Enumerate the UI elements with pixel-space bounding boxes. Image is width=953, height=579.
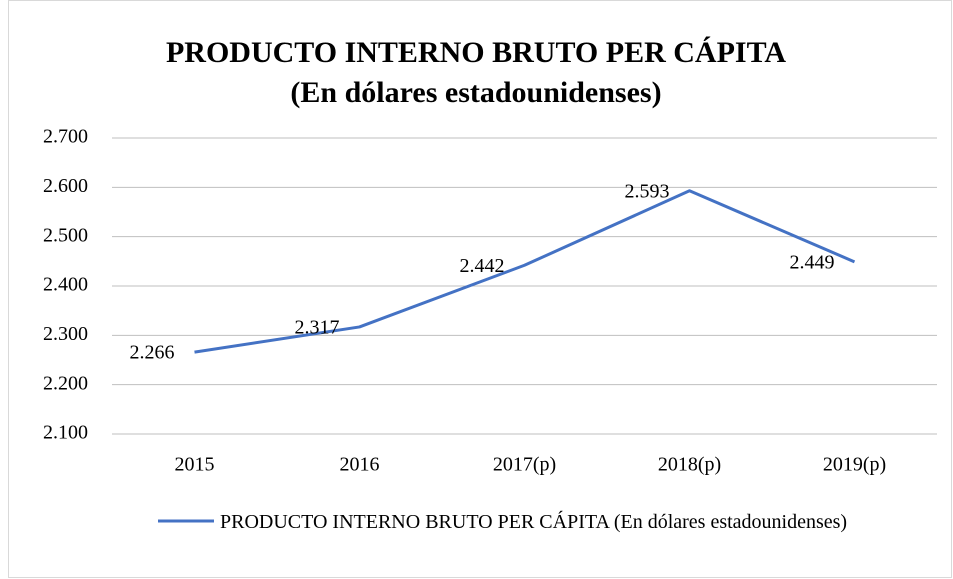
data-label: 2.449 [790,251,835,273]
y-tick-label: 2.400 [43,274,88,296]
data-label: 2.317 [295,317,340,339]
chart-subtitle: (En dólares estadounidenses) [290,76,661,109]
chart-border [8,0,952,578]
y-tick-label: 2.700 [43,126,88,148]
legend-label: PRODUCTO INTERNO BRUTO PER CÁPITA (En dó… [220,511,848,533]
x-tick-label: 2015 [175,454,215,476]
x-tick-label: 2017(p) [493,454,556,476]
chart-title: PRODUCTO INTERNO BRUTO PER CÁPITA [166,36,786,69]
data-label: 2.266 [130,342,175,364]
y-tick-label: 2.100 [43,422,88,444]
data-line [194,189,856,354]
x-tick-label: 2018(p) [658,454,721,476]
data-label: 2.442 [460,255,505,277]
y-tick-label: 2.500 [43,224,88,246]
data-label: 2.593 [625,180,670,202]
y-tick-label: 2.600 [43,175,88,197]
y-tick-label: 2.300 [43,323,88,345]
x-tick-label: 2019(p) [823,454,886,476]
y-tick-label: 2.200 [43,372,88,394]
x-tick-label: 2016 [340,454,380,476]
